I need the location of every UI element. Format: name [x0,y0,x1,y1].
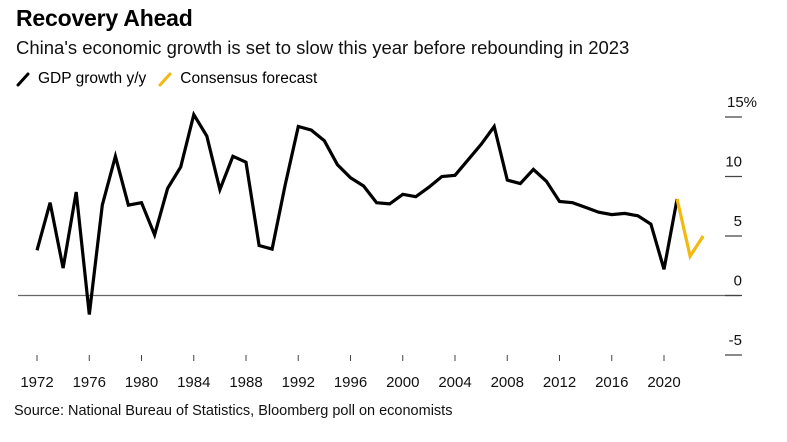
y-tick-label: 15% [727,94,757,111]
x-tick-label: 2000 [386,374,419,391]
legend-item-gdp: GDP growth y/y [16,70,146,88]
x-tick-label: 1988 [229,374,262,391]
x-tick-label: 1996 [334,374,367,391]
y-tick-label: 5 [734,213,742,230]
legend-item-forecast: Consensus forecast [158,70,317,88]
chart-title: Recovery Ahead [16,5,193,31]
legend-swatch-gdp-icon [16,72,30,87]
y-tick-label: -5 [729,332,742,349]
x-tick-label: 2004 [438,374,471,391]
legend-swatch-forecast-icon [158,72,172,87]
legend-label-forecast: Consensus forecast [180,70,318,87]
chart-subtitle: China's economic growth is set to slow t… [16,37,630,58]
y-tick-label: 10 [725,154,742,171]
y-tick-label: 0 [734,273,742,290]
x-tick-label: 1972 [20,374,53,391]
x-tick-label: 1980 [125,374,158,391]
series-line-consensus-forecast [675,198,705,261]
x-tick-label: 2020 [647,374,680,391]
x-tick-label: 2012 [543,374,576,391]
x-tick-label: 1992 [282,374,315,391]
x-tick-label: 1976 [73,374,106,391]
x-tick-label: 1984 [177,374,210,391]
x-tick-label: 2008 [491,374,524,391]
x-tick-label: 2016 [595,374,628,391]
series-line-gdp-growth [35,110,679,315]
source-note: Source: National Bureau of Statistics, B… [14,403,453,419]
legend-label-gdp: GDP growth y/y [38,70,147,87]
legend: GDP growth y/y Consensus forecast [16,70,329,88]
